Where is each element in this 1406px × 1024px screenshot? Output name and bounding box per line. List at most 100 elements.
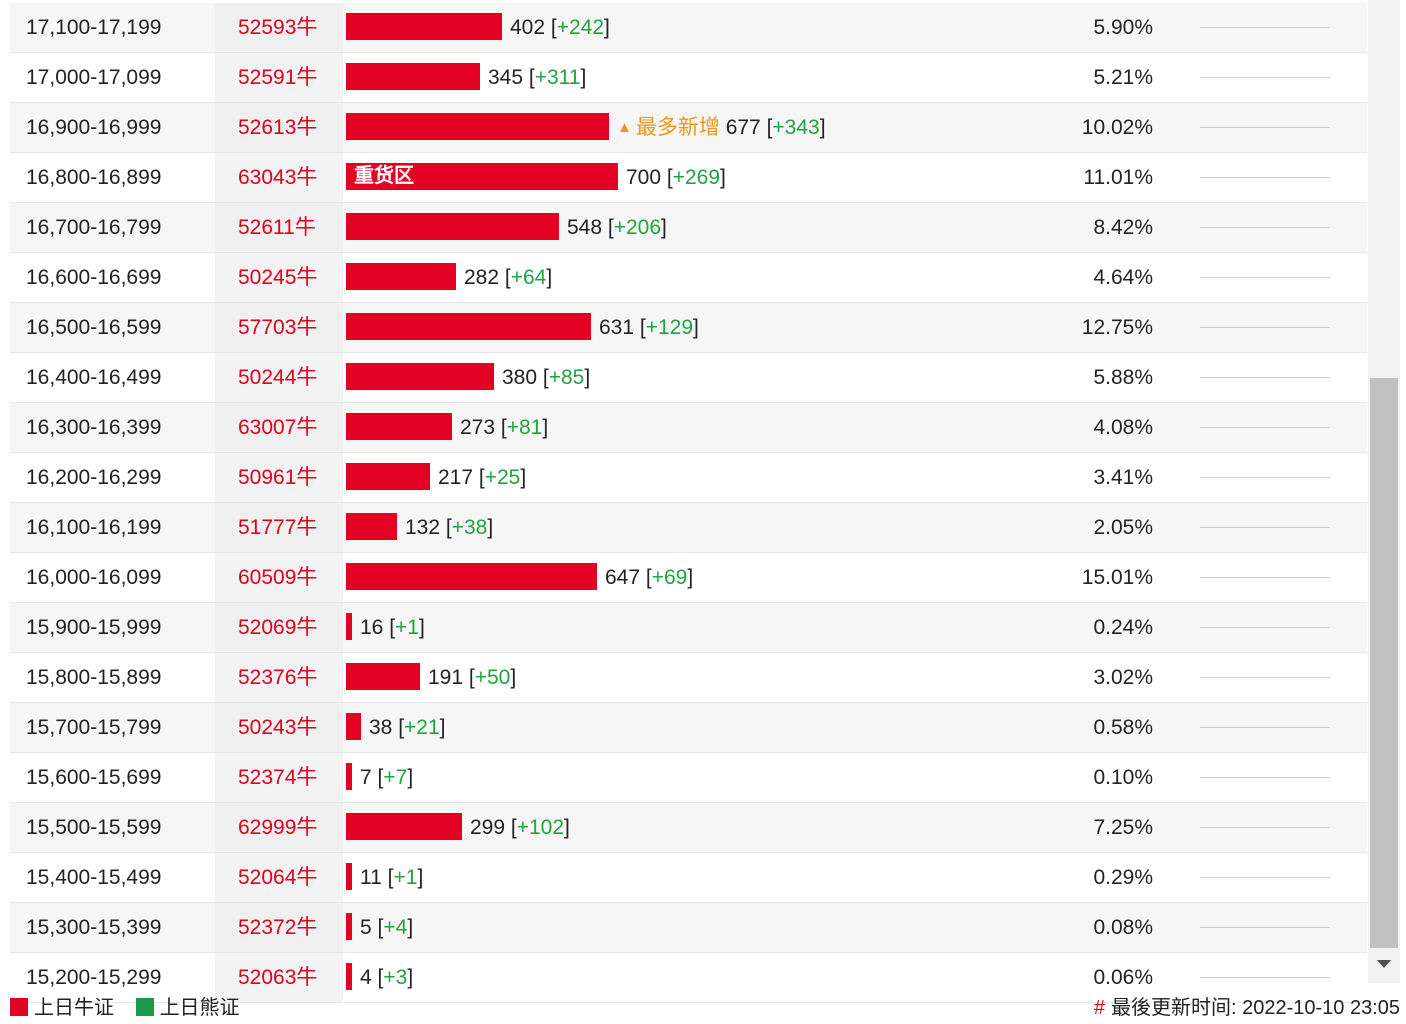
history-sparkline: [1200, 377, 1330, 378]
table-row: 17,100-17,199 52593牛 402 [+242] 5.90%: [10, 3, 1367, 53]
cbbc-code-link[interactable]: 52376牛: [238, 666, 318, 689]
quantity-change: +311: [534, 66, 581, 89]
cbbc-code-link[interactable]: 52593牛: [238, 16, 318, 39]
code-cell-bg: [215, 203, 343, 252]
percentage-value: 0.10%: [1093, 766, 1153, 789]
table-row: 16,400-16,499 50244牛 380 [+85] 5.88%: [10, 353, 1367, 403]
code-cell-bg: [215, 253, 343, 302]
quantity-change: +4: [383, 916, 408, 939]
price-range: 16,900-16,999: [26, 116, 162, 139]
code-cell-bg: [215, 953, 343, 1002]
history-sparkline: [1200, 227, 1330, 228]
quantity-value: 700: [626, 166, 662, 189]
percentage-value: 5.88%: [1093, 366, 1153, 389]
cbbc-code-link[interactable]: 50961牛: [238, 466, 318, 489]
code-cell-bg: [215, 903, 343, 952]
quantity-change: +102: [516, 816, 565, 839]
cbbc-code-link[interactable]: 52064牛: [238, 866, 318, 889]
bar-area: 重货区 700 [+269]: [346, 153, 1066, 202]
code-cell-bg: [215, 353, 343, 402]
cbbc-code-link[interactable]: 50244牛: [238, 366, 318, 389]
quantity-value: 132: [405, 516, 441, 539]
quantity-change: +129: [645, 316, 694, 339]
cbbc-code-link[interactable]: 52591牛: [238, 66, 318, 89]
percentage-value: 0.58%: [1093, 716, 1153, 739]
history-sparkline: [1200, 477, 1330, 478]
quantity-bar: [346, 163, 618, 190]
quantity-bar: [346, 563, 597, 590]
bar-value-label: 282 [+64]: [464, 266, 553, 289]
bar-area: 11 [+1]: [346, 853, 1066, 902]
table-row: 15,300-15,399 52372牛 5 [+4] 0.08%: [10, 903, 1367, 953]
table-row: 16,800-16,899 63043牛 重货区 700 [+269] 11.01%: [10, 153, 1367, 203]
quantity-bar: [346, 863, 352, 890]
cbbc-code-link[interactable]: 50243牛: [238, 716, 318, 739]
bar-value-label: 345 [+311]: [488, 66, 587, 89]
table-row: 15,400-15,499 52064牛 11 [+1] 0.29%: [10, 853, 1367, 903]
bar-value-label: 548 [+206]: [567, 216, 667, 239]
code-cell-bg: [215, 453, 343, 502]
price-range: 16,400-16,499: [26, 366, 162, 389]
price-range: 15,500-15,599: [26, 816, 162, 839]
cbbc-code-link[interactable]: 52372牛: [238, 916, 318, 939]
quantity-bar: [346, 663, 420, 690]
quantity-bar: [346, 513, 397, 540]
quantity-bar: [346, 763, 352, 790]
vertical-scrollbar[interactable]: [1368, 0, 1400, 983]
quantity-change: +1: [393, 866, 418, 889]
bar-value-label: 273 [+81]: [460, 416, 549, 439]
history-sparkline: [1200, 77, 1330, 78]
history-sparkline: [1200, 127, 1330, 128]
bar-area: 345 [+311]: [346, 53, 1066, 102]
quantity-bar: [346, 113, 609, 140]
cbbc-code-link[interactable]: 62999牛: [238, 816, 318, 839]
cbbc-code-link[interactable]: 50245牛: [238, 266, 318, 289]
quantity-value: 299: [470, 816, 506, 839]
cbbc-code-link[interactable]: 63043牛: [238, 166, 318, 189]
scrollbar-thumb[interactable]: [1370, 378, 1398, 948]
cbbc-code-link[interactable]: 51777牛: [238, 516, 318, 539]
quantity-change: +269: [672, 166, 721, 189]
percentage-value: 5.21%: [1093, 66, 1153, 89]
updated-value: 2022-10-10 23:05: [1242, 997, 1400, 1019]
percentage-value: 3.02%: [1093, 666, 1153, 689]
hash-icon: #: [1093, 997, 1105, 1019]
quantity-change: +343: [772, 116, 820, 139]
quantity-change: +7: [383, 766, 408, 789]
code-cell-bg: [215, 53, 343, 102]
quantity-value: 191: [428, 666, 464, 689]
cbbc-code-link[interactable]: 57703牛: [238, 316, 318, 339]
cbbc-code-link[interactable]: 52063牛: [238, 966, 318, 989]
price-range: 16,600-16,699: [26, 266, 162, 289]
code-cell-bg: [215, 803, 343, 852]
price-range: 15,400-15,499: [26, 866, 162, 889]
price-range: 16,200-16,299: [26, 466, 162, 489]
quantity-value: 7: [360, 766, 372, 789]
bar-area: 5 [+4]: [346, 903, 1066, 952]
history-sparkline: [1200, 277, 1330, 278]
updated-label: 最後更新时间:: [1110, 997, 1237, 1019]
cbbc-code-link[interactable]: 60509牛: [238, 566, 318, 589]
cbbc-code-link[interactable]: 52374牛: [238, 766, 318, 789]
bar-area: ▲ 最多新增 677 [+343]: [346, 103, 1066, 152]
bar-value-label: 11 [+1]: [360, 866, 424, 889]
cbbc-code-link[interactable]: 63007牛: [238, 416, 318, 439]
history-sparkline: [1200, 727, 1330, 728]
price-range: 15,600-15,699: [26, 766, 162, 789]
price-range: 16,100-16,199: [26, 516, 162, 539]
table-row: 16,200-16,299 50961牛 217 [+25] 3.41%: [10, 453, 1367, 503]
percentage-value: 0.08%: [1093, 916, 1153, 939]
price-range: 15,700-15,799: [26, 716, 162, 739]
cbbc-distribution-table: 17,100-17,199 52593牛 402 [+242] 5.90% 17,000…: [10, 3, 1367, 1003]
quantity-bar: [346, 463, 430, 490]
bar-value-label: 402 [+242]: [510, 16, 610, 39]
quantity-value: 16: [360, 616, 384, 639]
scroll-down-arrow-icon[interactable]: [1377, 960, 1391, 968]
cbbc-code-link[interactable]: 52069牛: [238, 616, 318, 639]
bar-area: 132 [+38]: [346, 503, 1066, 552]
history-sparkline: [1200, 927, 1330, 928]
cbbc-code-link[interactable]: 52611牛: [238, 216, 316, 239]
quantity-value: 4: [360, 966, 372, 989]
percentage-value: 0.06%: [1093, 966, 1153, 989]
cbbc-code-link[interactable]: 52613牛: [238, 116, 318, 139]
